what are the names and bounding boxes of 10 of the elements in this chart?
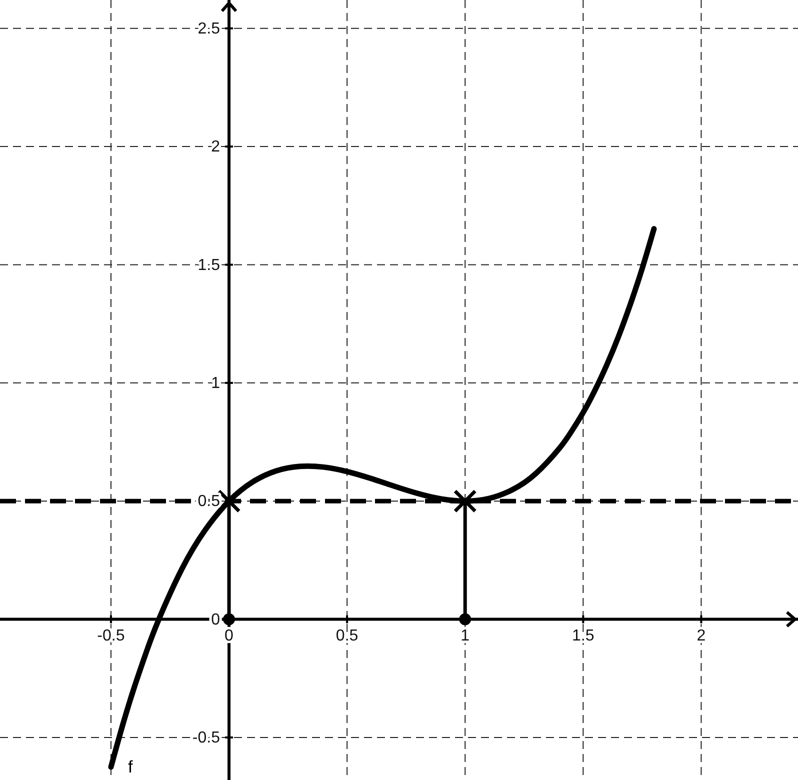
x-tick-label: 0.5	[336, 628, 358, 645]
y-tick-label: 1	[211, 375, 220, 392]
x-tick-label: 1.5	[572, 628, 594, 645]
y-tick-label: 2.5	[198, 20, 220, 38]
y-tick-label: 1.5	[198, 256, 220, 274]
x-tick-label: 2	[696, 628, 706, 645]
x-tick-label: -0.5	[97, 628, 125, 645]
series-label: f	[128, 757, 133, 776]
y-tick-label: 2	[211, 138, 220, 156]
x-tick-label: 1	[460, 628, 470, 645]
